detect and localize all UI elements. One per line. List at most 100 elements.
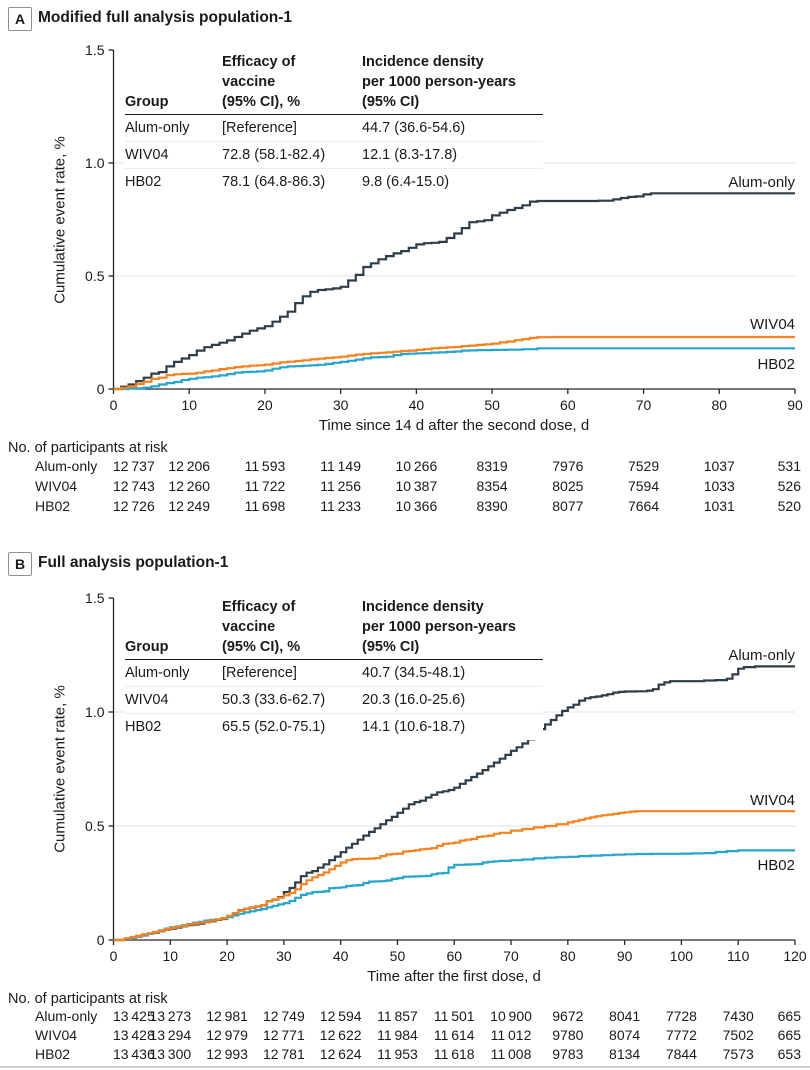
- at-risk-value: 7772: [665, 1027, 697, 1043]
- at-risk-value: 531: [777, 458, 801, 474]
- at-risk-value: 11 698: [244, 498, 286, 514]
- stats-cell: Alum-only: [125, 120, 190, 136]
- stats-row-alum-only: Alum-only [Reference] 44.7 (36.6-54.6): [125, 115, 543, 142]
- x-tick-label: 20: [257, 397, 273, 413]
- x-tick-label: 80: [560, 948, 576, 964]
- panel-a: A Modified full analysis population-1 Cu…: [0, 7, 810, 514]
- x-tick-label: 30: [276, 948, 292, 964]
- curve-label-hb02: HB02: [757, 356, 795, 373]
- stats-header-incidence: Incidence density per 1000 person-years …: [362, 599, 516, 655]
- at-risk-value: 11 614: [433, 1027, 475, 1043]
- x-tick-label: 50: [484, 397, 500, 413]
- at-risk-value: 13 300: [149, 1046, 192, 1062]
- stats-cell: 78.1 (64.8-86.3): [222, 174, 326, 190]
- stats-row-wiv04: WIV04 72.8 (58.1-82.4) 12.1 (8.3-17.8): [125, 142, 543, 169]
- curve-label-wiv04: WIV04: [749, 316, 795, 333]
- at-risk-value: 11 256: [320, 478, 362, 494]
- at-risk-row-alum-only: Alum-only 12 737 12 206 11 593 11 149 10 266…: [0, 458, 810, 475]
- at-risk-value: 10 366: [395, 498, 438, 514]
- at-risk-value: 11 233: [320, 498, 362, 514]
- at-risk-value: 12 622: [319, 1027, 362, 1043]
- stats-cell: 44.7 (36.6-54.6): [362, 120, 466, 136]
- stats-cell: WIV04: [125, 692, 169, 708]
- at-risk-value: 8041: [609, 1008, 641, 1024]
- at-risk-row-label: Alum-only: [35, 458, 98, 474]
- panel-b-stats-table: Group Efficacy of vaccine (95% CI), % In…: [125, 597, 543, 740]
- at-risk-value: 12 249: [168, 498, 211, 514]
- series-line-hb02: [113, 347, 795, 391]
- at-risk-row-hb02: HB02 13 436 13 300 12 993 12 781 12 624 11 95…: [0, 1046, 810, 1063]
- x-tick-label: 60: [446, 948, 463, 964]
- at-risk-value: 11 722: [244, 478, 286, 494]
- at-risk-value: 653: [777, 1046, 801, 1062]
- at-risk-value: 7664: [627, 498, 660, 514]
- stats-cell: 72.8 (58.1-82.4): [222, 147, 326, 163]
- x-tick-label: 0: [109, 948, 118, 964]
- at-risk-value: 10 266: [395, 458, 438, 474]
- at-risk-value: 13 294: [149, 1027, 192, 1043]
- at-risk-value: 1033: [703, 478, 735, 494]
- at-risk-value: 13 436: [113, 1046, 155, 1062]
- stats-row-hb02: HB02 65.5 (52.0-75.1) 14.1 (10.6-18.7): [125, 714, 543, 740]
- at-risk-value: 526: [777, 478, 801, 494]
- at-risk-value: 8077: [552, 498, 584, 514]
- x-tick-label: 90: [787, 397, 803, 413]
- at-risk-row-wiv04: WIV04 12 743 12 260 11 722 11 256 10 387 8354…: [0, 478, 810, 495]
- at-risk-value: 7976: [552, 458, 584, 474]
- series-line-wiv04: [113, 335, 795, 391]
- at-risk-value: 7728: [665, 1008, 697, 1024]
- y-tick-label: 1.0: [85, 704, 105, 720]
- at-risk-value: 11 501: [433, 1008, 475, 1024]
- stats-row-wiv04: WIV04 50.3 (33.6-62.7) 20.3 (16.0-25.6): [125, 687, 543, 714]
- curve-label-wiv04: WIV04: [749, 792, 795, 809]
- at-risk-value: 12 781: [263, 1046, 305, 1062]
- stats-header-group: Group: [125, 639, 169, 655]
- at-risk-value: 520: [777, 498, 801, 514]
- at-risk-value: 8074: [609, 1027, 641, 1043]
- y-tick-label: 1.5: [85, 42, 105, 58]
- stats-table-header-row: Group Efficacy of vaccine (95% CI), % In…: [125, 52, 543, 112]
- at-risk-value: 11 984: [377, 1027, 418, 1043]
- at-risk-row-label: HB02: [35, 1046, 71, 1062]
- at-risk-value: 8319: [476, 458, 508, 474]
- stats-table-header-row: Group Efficacy of vaccine (95% CI), % In…: [125, 597, 543, 657]
- at-risk-value: 11 593: [244, 458, 286, 474]
- y-tick-label: 1.0: [85, 155, 105, 171]
- x-tick-label: 90: [616, 948, 633, 964]
- at-risk-value: 665: [777, 1027, 801, 1043]
- panel-a-at-risk-title: No. of participants at risk: [8, 440, 168, 456]
- at-risk-value: 8025: [552, 478, 584, 494]
- at-risk-value: 11 149: [320, 458, 362, 474]
- at-risk-value: 7573: [722, 1046, 754, 1062]
- at-risk-value: 12 743: [113, 478, 155, 494]
- stats-header-efficacy: Efficacy of vaccine (95% CI), %: [222, 54, 301, 110]
- at-risk-row-label: WIV04: [35, 1027, 78, 1043]
- panel-b-label-box: B: [8, 552, 32, 576]
- x-tick-label: 110: [727, 948, 750, 964]
- x-tick-label: 70: [503, 948, 519, 964]
- x-tick-label: 80: [711, 397, 728, 413]
- at-risk-value: 12 624: [319, 1046, 362, 1062]
- at-risk-value: 8390: [476, 498, 508, 514]
- at-risk-value: 12 749: [263, 1008, 305, 1024]
- x-tick-label: 50: [389, 948, 406, 964]
- at-risk-value: 7430: [722, 1008, 754, 1024]
- at-risk-value: 12 594: [319, 1008, 362, 1024]
- at-risk-value: 7529: [627, 458, 660, 474]
- panel-b-x-axis-label: Time after the first dose, d: [367, 968, 541, 985]
- panel-a-title: Modified full analysis population-1: [38, 9, 293, 26]
- at-risk-value: 10 900: [490, 1008, 532, 1024]
- at-risk-row-label: HB02: [35, 498, 71, 514]
- panel-b-label: B: [14, 556, 26, 572]
- stats-row-alum-only: Alum-only [Reference] 40.7 (34.5-48.1): [125, 660, 543, 687]
- at-risk-row-label: Alum-only: [35, 1008, 98, 1024]
- y-tick-label: 0: [96, 932, 105, 948]
- at-risk-value: 13 428: [113, 1027, 155, 1043]
- curve-label-alum-only: Alum-only: [728, 647, 795, 664]
- y-tick-label: 0.5: [85, 268, 105, 284]
- panel-a-x-axis-label: Time since 14 d after the second dose, d: [318, 417, 590, 434]
- panel-b: B Full analysis population-1 Cumulative …: [0, 545, 810, 1070]
- x-tick-label: 100: [669, 948, 694, 964]
- at-risk-value: 12 206: [168, 458, 211, 474]
